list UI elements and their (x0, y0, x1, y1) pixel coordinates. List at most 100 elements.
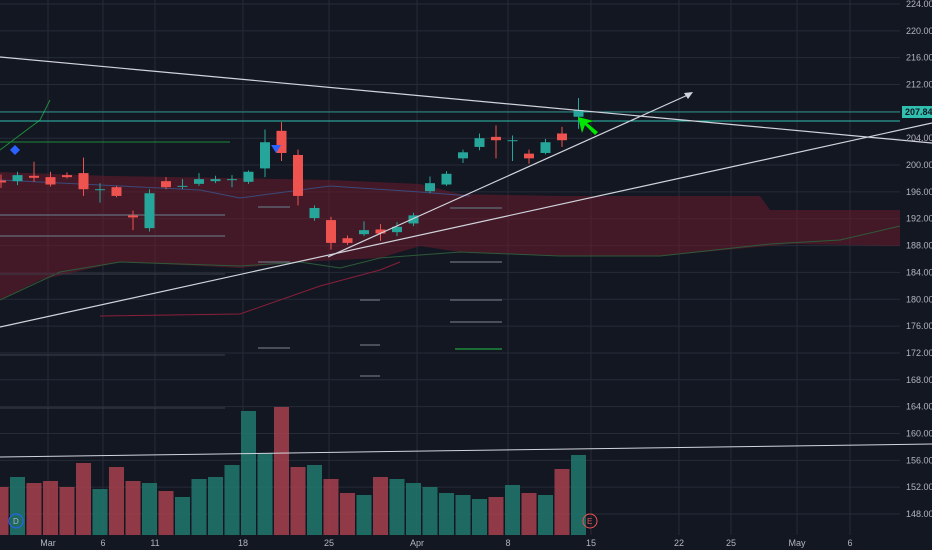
span-b-line (0, 225, 901, 301)
trend-arrowhead (684, 92, 693, 99)
price-tick-label: 224.00 (906, 0, 932, 9)
pane-marker-d[interactable]: D (8, 513, 24, 529)
blue-triangle-marker (271, 145, 281, 153)
last-price-badge: 207.84 (902, 106, 932, 118)
volume-bar (571, 455, 586, 535)
time-tick-label: 6 (100, 538, 105, 548)
volume-bar (43, 481, 58, 535)
volume-bar (142, 483, 157, 535)
volume-bars (0, 407, 586, 535)
candle-body (144, 193, 155, 229)
price-tick-label: 180.00 (906, 294, 932, 304)
volume-bar (224, 465, 240, 535)
candle-body (425, 183, 435, 192)
candle-body (260, 142, 270, 169)
candle-body (210, 179, 221, 182)
candle-body (194, 179, 204, 184)
volume-bar (356, 495, 372, 535)
volume-bar (439, 493, 454, 535)
volume-bar (389, 479, 405, 535)
time-tick-label: 25 (726, 538, 736, 548)
volume-bar (10, 477, 25, 535)
candle-body (276, 130, 287, 153)
candle-body (128, 215, 138, 218)
time-tick-label: 8 (505, 538, 510, 548)
price-tick-label: 204.00 (906, 133, 932, 143)
trendlines[interactable] (0, 56, 932, 458)
volume-bar (290, 467, 306, 535)
candle-body (12, 175, 23, 182)
candle-body (0, 180, 6, 183)
candle-body (375, 229, 386, 234)
candle-body (342, 238, 353, 243)
candle-body (227, 179, 237, 181)
candle-body (95, 189, 105, 191)
price-tick-label: 148.00 (906, 509, 932, 519)
volume-bar (191, 479, 207, 535)
candle-body (540, 142, 551, 153)
volume-bar (538, 495, 553, 535)
price-tick-label: 192.00 (906, 214, 932, 224)
long-uptrend-line (0, 122, 932, 328)
volume-bar (323, 479, 339, 535)
candle-body (441, 173, 452, 185)
earnings-marker[interactable]: E (582, 513, 598, 529)
candle-body (408, 215, 419, 224)
candle-body (161, 181, 171, 188)
earnings-marker-label: E (587, 517, 592, 526)
volume-trendline (0, 443, 932, 458)
price-tick-label: 216.00 (906, 53, 932, 63)
candle-body (573, 110, 584, 117)
candle-body (359, 230, 369, 235)
downtrend-line (0, 56, 932, 144)
time-tick-label: 22 (674, 538, 684, 548)
candle-body (293, 154, 303, 196)
candles (0, 97, 584, 250)
price-tick-label: 212.00 (906, 80, 932, 90)
volume-bar (175, 497, 190, 535)
candle-body (78, 173, 89, 190)
price-tick-label: 160.00 (906, 428, 932, 438)
candle-body (392, 226, 402, 233)
volume-bar (373, 477, 388, 535)
level-lines (0, 111, 900, 409)
volume-bar (109, 467, 124, 535)
price-tick-label: 176.00 (906, 321, 932, 331)
time-tick-label: 25 (324, 538, 334, 548)
candle-body (45, 177, 56, 185)
price-tick-label: 220.00 (906, 26, 932, 36)
volume-bar (505, 485, 520, 535)
volume-bar (455, 495, 471, 535)
candle-body (309, 208, 320, 219)
volume-bar (488, 497, 504, 535)
volume-bar (59, 487, 75, 535)
candle-body (326, 220, 336, 243)
volume-bar (0, 487, 9, 535)
volume-bar (26, 483, 42, 535)
time-tick-label: Mar (40, 538, 56, 548)
volume-bar (554, 469, 570, 535)
price-tick-label: 168.00 (906, 375, 932, 385)
price-tick-label: 200.00 (906, 160, 932, 170)
time-tick-label: May (788, 538, 806, 548)
price-tick-label: 196.00 (906, 187, 932, 197)
candle-body (474, 138, 485, 147)
pane-marker-circle (8, 513, 24, 529)
price-tick-label: 172.00 (906, 348, 932, 358)
volume-bar (307, 465, 322, 535)
volume-bar (92, 489, 108, 535)
time-axis[interactable]: Mar 6 11 18 25 Apr 8 15 22 25 May 6 (40, 538, 852, 548)
candle-body (507, 140, 518, 142)
volume-bar (274, 407, 289, 535)
time-tick-label: 6 (847, 538, 852, 548)
candle-body (62, 175, 72, 178)
volume-bar (472, 499, 487, 535)
candle-body (458, 152, 468, 159)
last-price-badge-bg (902, 106, 932, 118)
volume-bar (422, 487, 438, 535)
price-tick-label: 152.00 (906, 482, 932, 492)
time-tick-label: Apr (410, 538, 424, 548)
candle-body (111, 187, 122, 196)
